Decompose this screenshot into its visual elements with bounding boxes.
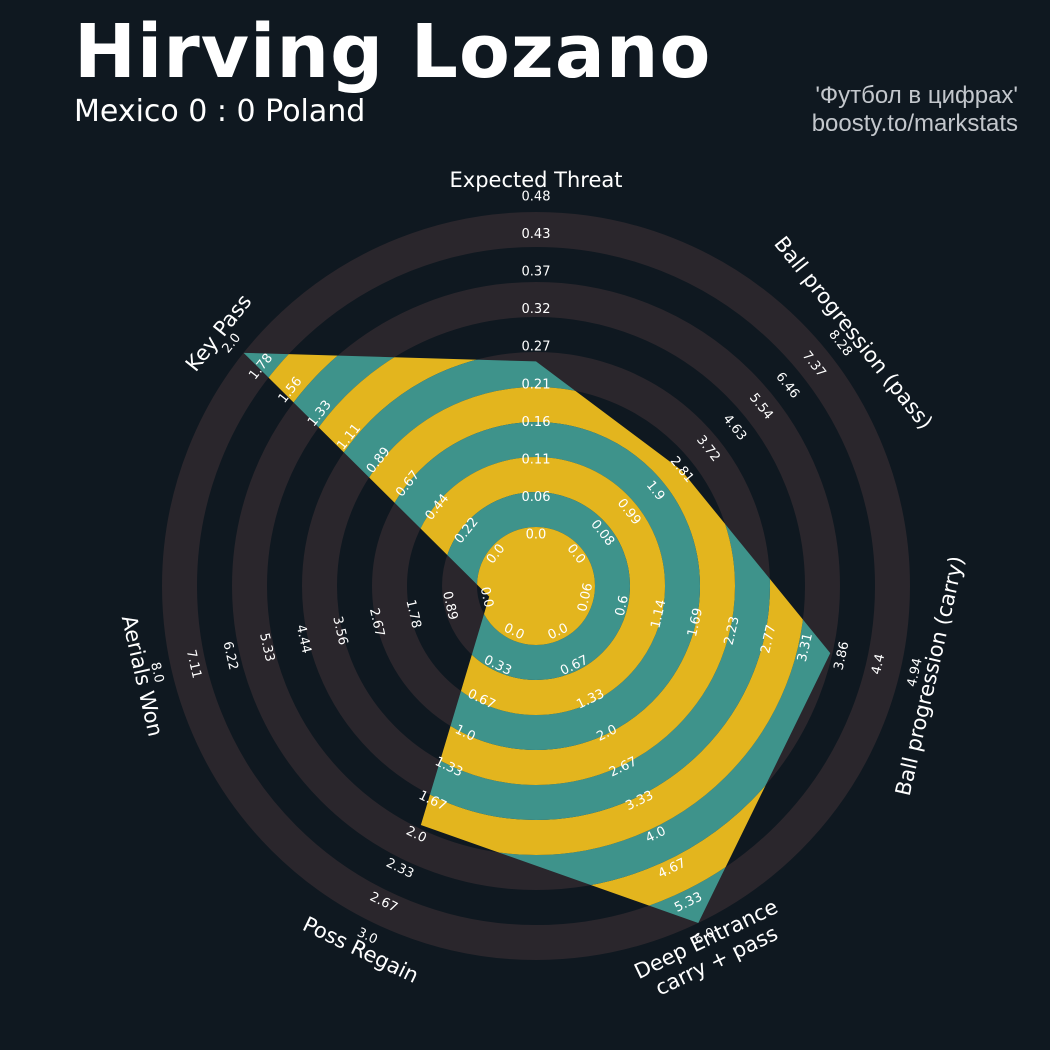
tick-label: 0.06 [522,490,551,505]
tick-label: 0.6 [613,594,632,618]
tick-label: 3.56 [329,615,350,647]
tick-label: 4.63 [720,412,750,444]
tick-label: 5.33 [256,632,277,664]
tick-label: 7.11 [183,648,204,680]
credit-block: 'Футбол в цифрах' boosty.to/markstats [812,82,1018,138]
tick-label: 0.21 [522,377,551,392]
tick-label: 4.94 [905,657,926,689]
tick-label: 2.23 [722,615,743,647]
player-name-title: Hirving Lozano [74,9,712,95]
tick-label: 0.43 [522,227,551,242]
tick-label: 6.22 [219,640,240,672]
tick-label: 0.0 [477,586,496,610]
tick-label: 1.78 [403,598,424,630]
tick-label: 0.0 [526,528,547,543]
tick-label: 0.16 [522,415,551,430]
credit-line-1: 'Футбол в цифрах' [815,82,1018,109]
range-ring [162,212,910,960]
tick-label: 3.86 [831,640,852,672]
axis-label: Expected Threat [450,168,623,192]
credit-line-2: boosty.to/markstats [811,109,1018,137]
tick-label: 0.89 [439,590,460,622]
tick-label: 0.37 [522,265,551,280]
axis-label-line: Expected Threat [450,168,623,192]
tick-label: 0.32 [522,302,551,317]
tick-label: 1.14 [648,598,669,630]
tick-label: 2.67 [366,607,387,639]
tick-label: 2.77 [758,623,779,655]
tick-label: 0.06 [575,582,596,614]
tick-label: 1.69 [685,607,706,639]
match-subtitle: Mexico 0 : 0 Poland [74,94,366,129]
tick-label: 4.4 [869,652,888,676]
range-ring [232,282,840,890]
tick-label: 4.44 [293,623,314,655]
tick-label: 3.31 [795,632,816,664]
tick-label: 0.48 [522,190,551,205]
tick-label: 8.0 [147,661,166,685]
value-band [477,527,595,645]
tick-label: 0.11 [522,452,551,467]
tick-label: 6.46 [772,370,802,402]
tick-label: 0.27 [522,340,551,355]
